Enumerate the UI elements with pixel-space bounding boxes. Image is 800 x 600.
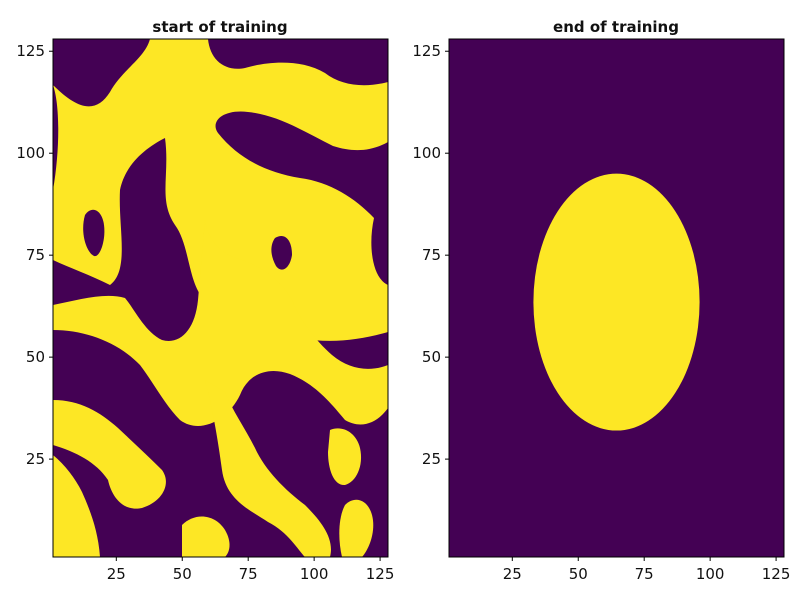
y-tick-label: 100	[412, 144, 441, 162]
chart-title: start of training	[152, 18, 287, 36]
plot-frame	[52, 38, 389, 558]
x-tick-label: 100	[696, 565, 725, 583]
y-tick-label: 50	[26, 348, 45, 366]
yellow-blob-8	[339, 499, 374, 557]
plot-frame	[448, 38, 785, 558]
y-tick-label: 25	[26, 450, 45, 468]
purple-hole-1	[83, 209, 105, 257]
yellow-blob-2	[53, 220, 388, 426]
yellow-blob-5	[328, 428, 362, 486]
x-axis: 25 50 75 100 125	[503, 557, 791, 583]
y-tick-label: 75	[26, 246, 45, 264]
y-tick-label: 75	[422, 246, 441, 264]
heatmap-start-of-training: start of training 25 50 75 100 125 25 50 75 100…	[16, 18, 394, 583]
x-tick-label: 75	[239, 565, 258, 583]
x-tick-label: 50	[173, 565, 192, 583]
x-axis: 25 50 75 100 125	[107, 557, 395, 583]
x-tick-label: 50	[569, 565, 588, 583]
yellow-blob-6	[182, 516, 230, 557]
x-tick-label: 100	[300, 565, 329, 583]
x-tick-label: 25	[107, 565, 126, 583]
y-tick-label: 50	[422, 348, 441, 366]
y-axis: 25 50 75 100 125	[16, 42, 53, 468]
purple-hole-2	[271, 235, 292, 270]
y-tick-label: 125	[412, 42, 441, 60]
chart-title: end of training	[553, 18, 679, 36]
y-tick-label: 25	[422, 450, 441, 468]
x-tick-label: 75	[635, 565, 654, 583]
yellow-blob-7	[53, 455, 100, 557]
yellow-blob-1	[53, 39, 388, 341]
y-tick-label: 100	[16, 144, 45, 162]
heatmap-cells	[53, 39, 388, 557]
yellow-blob-3	[53, 400, 166, 509]
x-tick-label: 125	[366, 565, 395, 583]
y-axis: 25 50 75 100 125	[412, 42, 449, 468]
yellow-blob-4	[205, 380, 331, 557]
y-tick-label: 125	[16, 42, 45, 60]
x-tick-label: 125	[762, 565, 791, 583]
x-tick-label: 25	[503, 565, 522, 583]
yellow-ellipse	[533, 173, 700, 431]
heatmap-end-of-training: end of training 25 50 75 100 125 25 50 75 100 12…	[412, 18, 790, 583]
